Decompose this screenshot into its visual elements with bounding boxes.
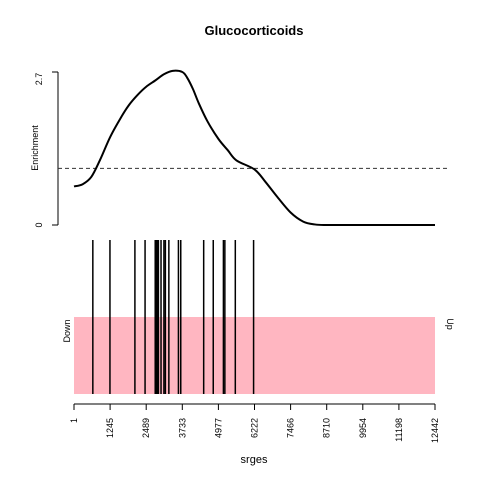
enrichment-panel: 2.7 0 Enrichment — [30, 69, 448, 228]
x-tick-label: 3733 — [177, 418, 187, 438]
hits-panel: Down Up — [62, 240, 455, 394]
x-tick-label: 2489 — [141, 418, 151, 438]
x-tick-label: 1 — [69, 418, 79, 423]
x-tick-label: 1245 — [105, 418, 115, 438]
x-axis-label: srges — [241, 454, 268, 466]
x-tick-label: 7466 — [286, 418, 296, 438]
x-tick-label: 11198 — [394, 418, 404, 442]
x-tick-label: 9954 — [358, 418, 368, 438]
y-axis-label: Enrichment — [30, 125, 40, 171]
down-label: Down — [62, 319, 72, 342]
chart-title: Glucocorticoids — [205, 23, 304, 38]
rank-band — [74, 317, 435, 394]
y-tick-label-top: 2.7 — [34, 73, 44, 86]
x-tick-label: 12442 — [430, 418, 440, 443]
gene-hits — [92, 240, 255, 394]
x-axis: 1 1245 2489 3733 4977 6222 7466 8710 9954 11198 12… — [69, 403, 440, 443]
x-tick-label: 6222 — [250, 418, 260, 438]
enrichment-curve — [73, 69, 435, 227]
up-label: Up — [445, 318, 455, 330]
x-tick-label: 8710 — [322, 418, 332, 438]
x-tick-label: 4977 — [213, 418, 223, 438]
y-tick-label-bottom: 0 — [34, 222, 44, 227]
